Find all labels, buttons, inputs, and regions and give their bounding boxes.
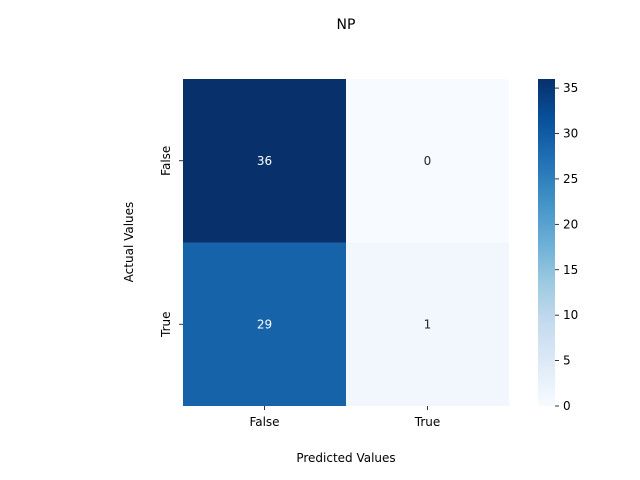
heatmap-cell-value: 36 xyxy=(257,154,272,168)
heatmap-cell-value: 1 xyxy=(424,317,432,331)
y-tick-label: False xyxy=(159,146,173,176)
colorbar-tick-label: 20 xyxy=(563,217,578,231)
colorbar-tick-label: 5 xyxy=(563,354,571,368)
colorbar-tick-label: 10 xyxy=(563,308,578,322)
colorbar-tick-label: 25 xyxy=(563,172,578,186)
heatmap-cell xyxy=(183,242,346,406)
heatmap-cells xyxy=(183,79,509,406)
heatmap-cell-value: 0 xyxy=(424,154,432,168)
y-axis-ticks: False True xyxy=(159,146,183,338)
heatmap-cell-value: 29 xyxy=(257,317,272,331)
x-tick-label: True xyxy=(414,415,441,429)
y-tick-label: True xyxy=(159,312,173,339)
chart-title: NP xyxy=(337,17,356,33)
colorbar-tick-label: 35 xyxy=(563,81,578,95)
colorbar-ticks: 0 5 10 15 20 25 30 35 xyxy=(555,81,578,413)
x-tick-label: False xyxy=(249,415,279,429)
heatmap-cell xyxy=(183,79,346,243)
heatmap-cell xyxy=(346,79,509,243)
heatmap-cell xyxy=(346,242,509,406)
colorbar-tick-label: 15 xyxy=(563,263,578,277)
x-axis-ticks: False True xyxy=(249,406,440,429)
colorbar-tick-label: 0 xyxy=(563,399,571,413)
x-axis-label: Predicted Values xyxy=(296,451,395,465)
colorbar-tick-label: 30 xyxy=(563,127,578,141)
heatmap-cell-labels: 36 0 29 1 xyxy=(257,154,431,332)
y-axis-label: Actual Values xyxy=(122,202,136,283)
colorbar xyxy=(538,79,555,406)
